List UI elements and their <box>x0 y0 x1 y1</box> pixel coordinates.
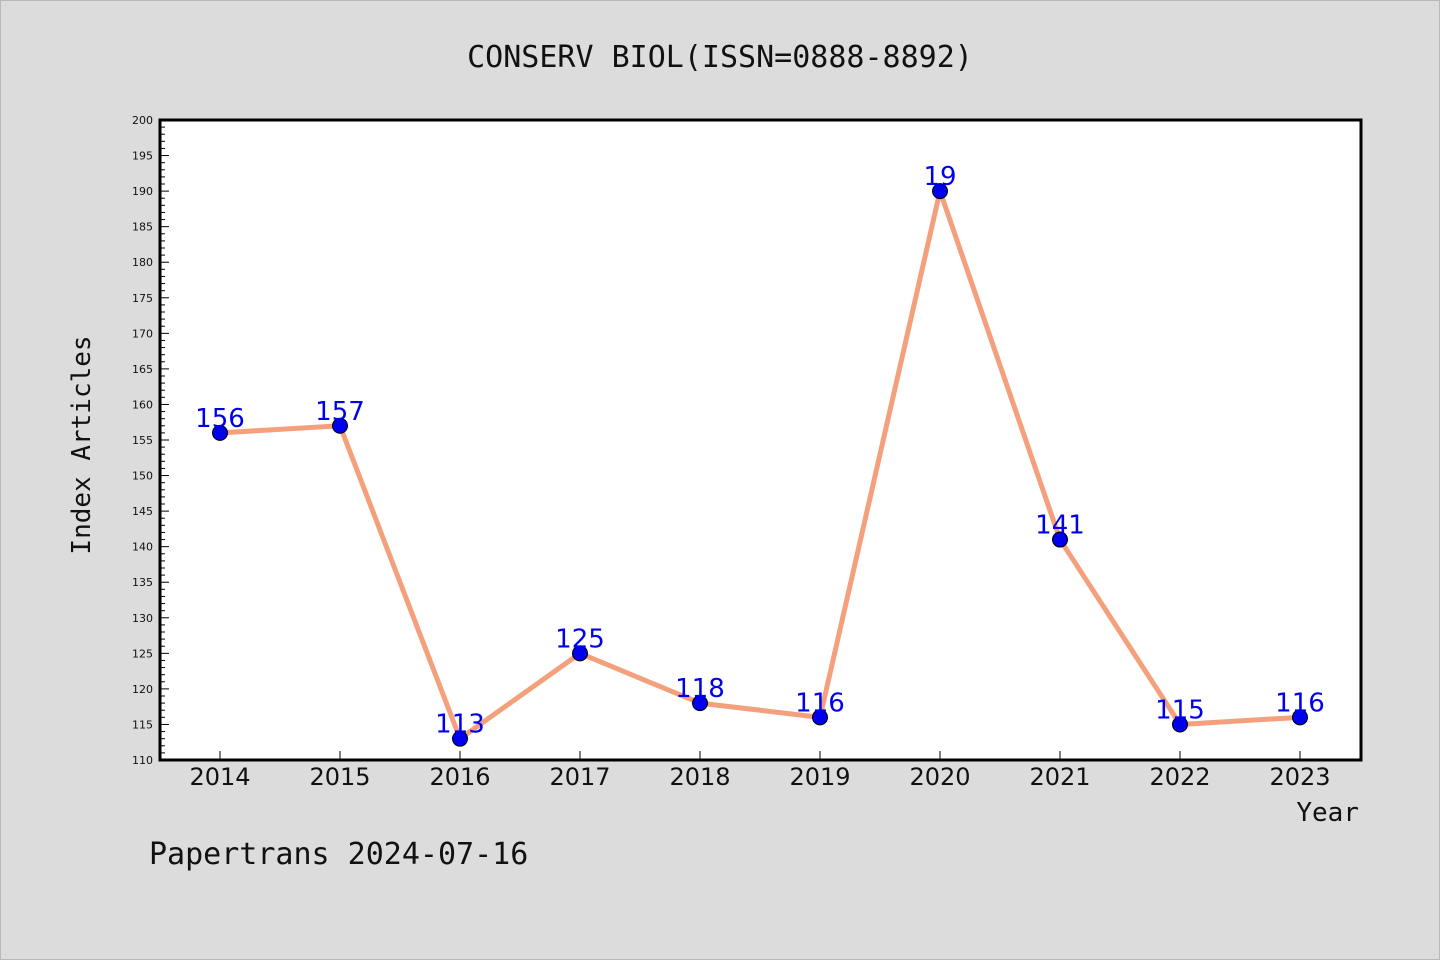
data-point <box>692 695 708 712</box>
data-point <box>932 183 948 200</box>
y-tick-label: 125 <box>132 647 153 660</box>
data-point <box>212 424 228 441</box>
x-tick-label: 2015 <box>309 763 370 791</box>
data-point <box>1172 716 1188 733</box>
y-axis-label: Index Articles <box>67 335 97 554</box>
x-axis-label: Year <box>1296 798 1359 828</box>
x-axis-ticks: 2014 2015 2016 2017 2018 2019 2020 2021 2022 2023 <box>189 751 1331 791</box>
y-tick-label: 155 <box>132 434 153 447</box>
y-tick-label: 110 <box>132 754 153 767</box>
x-tick-label: 2018 <box>669 763 730 791</box>
y-tick-label: 170 <box>132 327 153 340</box>
x-tick-label: 2017 <box>549 763 610 791</box>
y-tick-label: 150 <box>132 470 153 483</box>
data-point <box>572 645 588 662</box>
y-tick-label: 115 <box>132 718 153 731</box>
y-tick-label: 120 <box>132 683 153 696</box>
y-tick-label: 165 <box>132 363 153 376</box>
y-tick-label: 185 <box>132 221 153 234</box>
y-axis-ticks: 110 115 120 125 130 135 140 145 150 155 160 165 170 1… <box>132 114 169 767</box>
data-label: 115 <box>1155 695 1205 725</box>
data-label: 19 <box>923 162 956 192</box>
y-tick-label: 200 <box>132 114 153 127</box>
y-tick-label: 160 <box>132 398 153 411</box>
x-tick-label: 2020 <box>909 763 970 791</box>
x-tick-label: 2014 <box>189 763 250 791</box>
y-tick-label: 175 <box>132 292 153 305</box>
data-label: 157 <box>315 397 365 427</box>
x-tick-label: 2016 <box>429 763 490 791</box>
data-point <box>332 417 348 434</box>
data-point <box>1292 709 1308 726</box>
y-tick-label: 135 <box>132 576 153 589</box>
data-label: 116 <box>1275 688 1325 718</box>
y-tick-label: 190 <box>132 185 153 198</box>
data-point <box>812 709 828 726</box>
footer-credit: Papertrans 2024-07-16 <box>149 837 528 872</box>
data-labels: 156 157 113 125 118 116 19 141 115 116 <box>195 162 1325 740</box>
x-tick-label: 2019 <box>789 763 850 791</box>
series-line <box>219 188 1301 742</box>
data-label: 125 <box>555 624 605 654</box>
data-label: 118 <box>675 674 725 704</box>
y-tick-label: 130 <box>132 612 153 625</box>
y-tick-label: 145 <box>132 505 153 518</box>
data-point <box>452 730 468 747</box>
data-label: 113 <box>435 710 485 740</box>
y-tick-label: 195 <box>132 150 153 163</box>
data-markers <box>212 183 1308 747</box>
x-tick-label: 2021 <box>1029 763 1090 791</box>
chart-title: CONSERV BIOL(ISSN=0888-8892) <box>467 40 973 75</box>
x-tick-label: 2022 <box>1149 763 1210 791</box>
data-label: 156 <box>195 404 245 434</box>
y-tick-label: 180 <box>132 256 153 269</box>
x-tick-label: 2023 <box>1269 763 1330 791</box>
data-label: 141 <box>1035 511 1085 541</box>
y-tick-label: 140 <box>132 541 153 554</box>
plot-area <box>158 118 1363 762</box>
data-point <box>1052 531 1068 548</box>
data-label: 116 <box>795 688 845 718</box>
